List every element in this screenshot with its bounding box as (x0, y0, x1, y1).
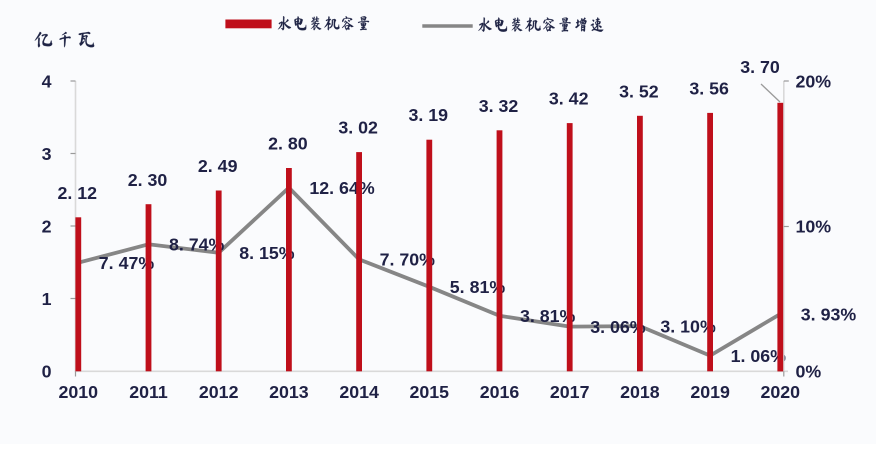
svg-text:2016: 2016 (480, 382, 520, 402)
svg-text:3. 19: 3. 19 (409, 105, 449, 125)
svg-text:3. 70: 3. 70 (740, 57, 780, 77)
svg-text:2. 12: 2. 12 (58, 183, 98, 203)
svg-text:3. 10%: 3. 10% (660, 316, 716, 336)
svg-text:3. 52: 3. 52 (619, 81, 659, 101)
svg-text:3: 3 (42, 144, 52, 164)
svg-text:2015: 2015 (410, 382, 450, 402)
svg-text:7. 70%: 7. 70% (380, 250, 436, 270)
svg-text:3. 93%: 3. 93% (801, 304, 857, 324)
svg-text:2: 2 (42, 216, 52, 236)
svg-text:3. 42: 3. 42 (549, 89, 589, 109)
svg-text:3. 81%: 3. 81% (520, 306, 576, 326)
svg-text:2017: 2017 (550, 382, 590, 402)
svg-text:2. 30: 2. 30 (128, 170, 168, 190)
svg-text:8. 74%: 8. 74% (169, 235, 225, 255)
svg-text:2018: 2018 (620, 382, 660, 402)
svg-text:7. 47%: 7. 47% (99, 253, 155, 273)
svg-text:2014: 2014 (339, 382, 379, 402)
svg-text:2012: 2012 (199, 382, 239, 402)
svg-text:2010: 2010 (59, 382, 99, 402)
svg-text:20%: 20% (796, 71, 832, 91)
svg-text:2011: 2011 (129, 382, 168, 402)
svg-text:2013: 2013 (269, 382, 309, 402)
svg-text:1: 1 (42, 289, 52, 309)
svg-text:2019: 2019 (690, 382, 730, 402)
svg-text:3. 56: 3. 56 (689, 78, 729, 98)
svg-text:3. 02: 3. 02 (338, 118, 378, 138)
svg-text:2. 49: 2. 49 (198, 156, 238, 176)
svg-text:2020: 2020 (761, 382, 801, 402)
svg-text:3. 06%: 3. 06% (590, 317, 646, 337)
svg-text:10%: 10% (796, 216, 832, 236)
svg-text:2. 80: 2. 80 (268, 134, 308, 154)
svg-text:8. 15%: 8. 15% (239, 243, 295, 263)
svg-text:1. 06%: 1. 06% (731, 346, 787, 366)
svg-text:0: 0 (42, 361, 52, 381)
svg-text:0%: 0% (796, 361, 822, 381)
svg-text:5. 81%: 5. 81% (450, 277, 506, 297)
svg-text:4: 4 (42, 71, 52, 91)
svg-text:12. 64%: 12. 64% (309, 178, 374, 198)
svg-text:3. 32: 3. 32 (479, 96, 519, 116)
